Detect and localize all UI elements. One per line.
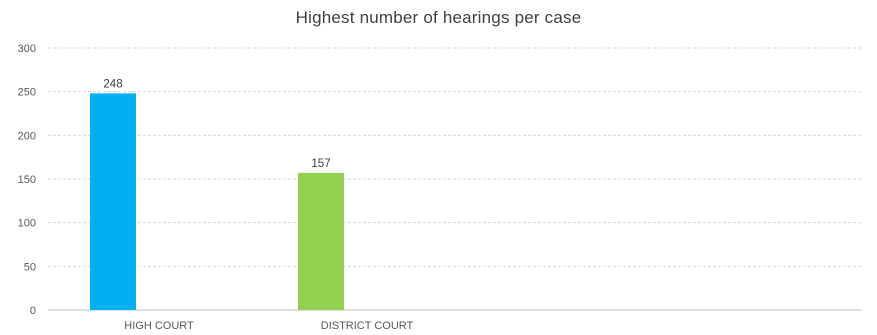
y-tick-label: 50 xyxy=(24,261,36,273)
category-label: DISTRICT COURT xyxy=(321,320,414,332)
bar-high-court xyxy=(90,93,136,310)
y-tick-label: 200 xyxy=(18,130,36,142)
bar-district-court xyxy=(298,172,344,310)
data-label: 248 xyxy=(103,78,122,90)
category-label: HIGH COURT xyxy=(124,320,194,332)
data-label: 157 xyxy=(311,158,330,170)
y-tick-label: 300 xyxy=(18,43,36,55)
y-tick-label: 150 xyxy=(18,174,36,186)
y-tick-label: 250 xyxy=(18,87,36,99)
y-tick-label: 100 xyxy=(18,218,36,230)
chart-title: Highest number of hearings per case xyxy=(295,8,582,27)
y-tick-label: 0 xyxy=(30,305,36,317)
